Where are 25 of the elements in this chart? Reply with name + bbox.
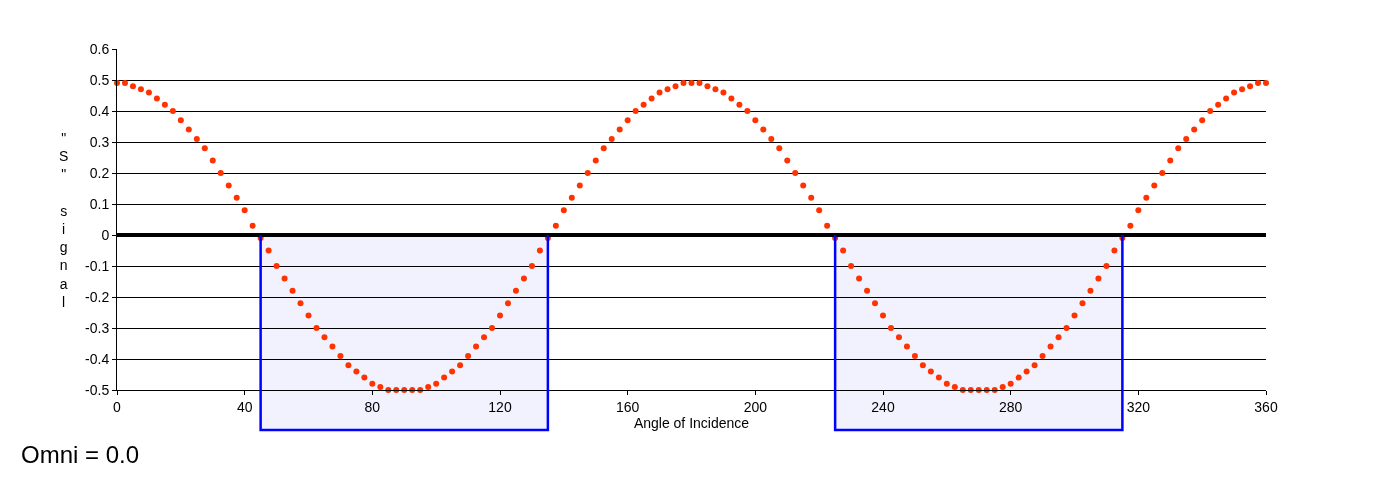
x-tick-label: 320 — [1126, 398, 1151, 415]
x-axis-title: Angle of Incidence — [633, 414, 750, 431]
x-tick-label: 120 — [488, 398, 512, 415]
y-tick-label: 0.4 — [89, 102, 110, 119]
y-tick-label: -0.2 — [85, 288, 110, 305]
x-tick-label: 0 — [113, 398, 122, 415]
y-tick-label: 0.3 — [89, 133, 110, 150]
y-tick-label: 0.6 — [89, 40, 110, 57]
y-tick-label: 0.2 — [89, 164, 110, 181]
y-tick-label: 0 — [101, 226, 110, 243]
x-tick-label: 240 — [871, 398, 895, 415]
y-tick-label: -0.1 — [85, 257, 110, 274]
y-tick-label: -0.5 — [85, 381, 110, 398]
x-tick-label: 40 — [236, 398, 253, 415]
y-tick-label: 0.5 — [89, 71, 110, 88]
text: Omni = 0.0 — [21, 441, 140, 468]
y-tick-label: 0.1 — [89, 195, 110, 212]
y-tick-label: -0.4 — [85, 350, 110, 367]
x-tick-label: 160 — [615, 398, 640, 415]
x-tick-label: 280 — [998, 398, 1023, 415]
y-tick-label: -0.3 — [85, 319, 110, 336]
text: "S" signal — [59, 130, 69, 310]
x-tick-label: 80 — [364, 398, 381, 415]
x-tick-label: 360 — [1254, 398, 1278, 415]
x-tick-label: 200 — [743, 398, 768, 415]
